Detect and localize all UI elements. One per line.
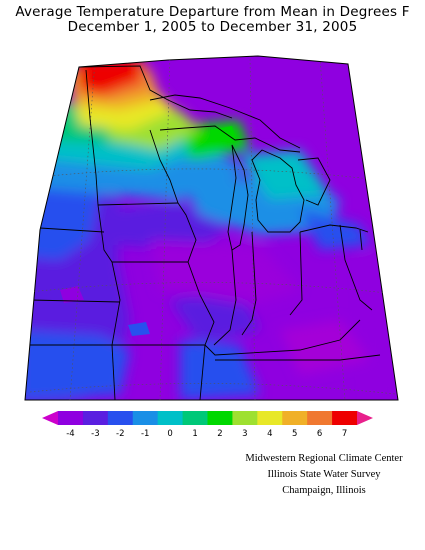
legend-cell [182, 411, 208, 425]
legend-tick-label: 6 [317, 429, 322, 439]
legend-tick-label: 1 [192, 429, 197, 439]
legend-high-arrow [357, 411, 373, 425]
legend-tick-label: 5 [292, 429, 297, 439]
map-frame [24, 55, 399, 401]
legend-cell [58, 411, 84, 425]
legend-cell [132, 411, 159, 425]
map-title: Average Temperature Departure from Mean … [15, 4, 410, 20]
legend-tick-label: -1 [141, 429, 149, 439]
legend-tick-label: -2 [116, 429, 124, 439]
legend-cell [82, 411, 109, 425]
legend-cell [232, 411, 258, 425]
legend-cell [107, 411, 134, 425]
legend-tick-label: 0 [167, 429, 172, 439]
legend-cell [257, 411, 283, 425]
temperature-field [25, 56, 398, 400]
credit-survey: Illinois State Water Survey [267, 469, 381, 480]
credit-location: Champaign, Illinois [282, 485, 366, 496]
color-legend: -4 -3 -2 -1 0 1 2 3 4 5 6 7 [42, 411, 373, 439]
state-boundaries [29, 65, 381, 400]
graticule [29, 56, 396, 400]
legend-tick-label: 3 [242, 429, 247, 439]
legend-cells [58, 411, 358, 425]
legend-cell [282, 411, 308, 425]
legend-tick-label: -3 [91, 429, 99, 439]
credit-center: Midwestern Regional Climate Center [245, 453, 403, 464]
legend-tick-label: 4 [267, 429, 272, 439]
map-subtitle: December 1, 2005 to December 31, 2005 [67, 19, 358, 35]
legend-tick-labels: -4 -3 -2 -1 0 1 2 3 4 5 6 7 [66, 429, 347, 439]
legend-cell [207, 411, 233, 425]
legend-tick-label: 7 [342, 429, 347, 439]
legend-tick-label: -4 [66, 429, 74, 439]
legend-cell [307, 411, 333, 425]
legend-cell [157, 411, 183, 425]
legend-cell [332, 411, 358, 425]
legend-tick-label: 2 [217, 429, 222, 439]
legend-low-arrow [42, 411, 58, 425]
